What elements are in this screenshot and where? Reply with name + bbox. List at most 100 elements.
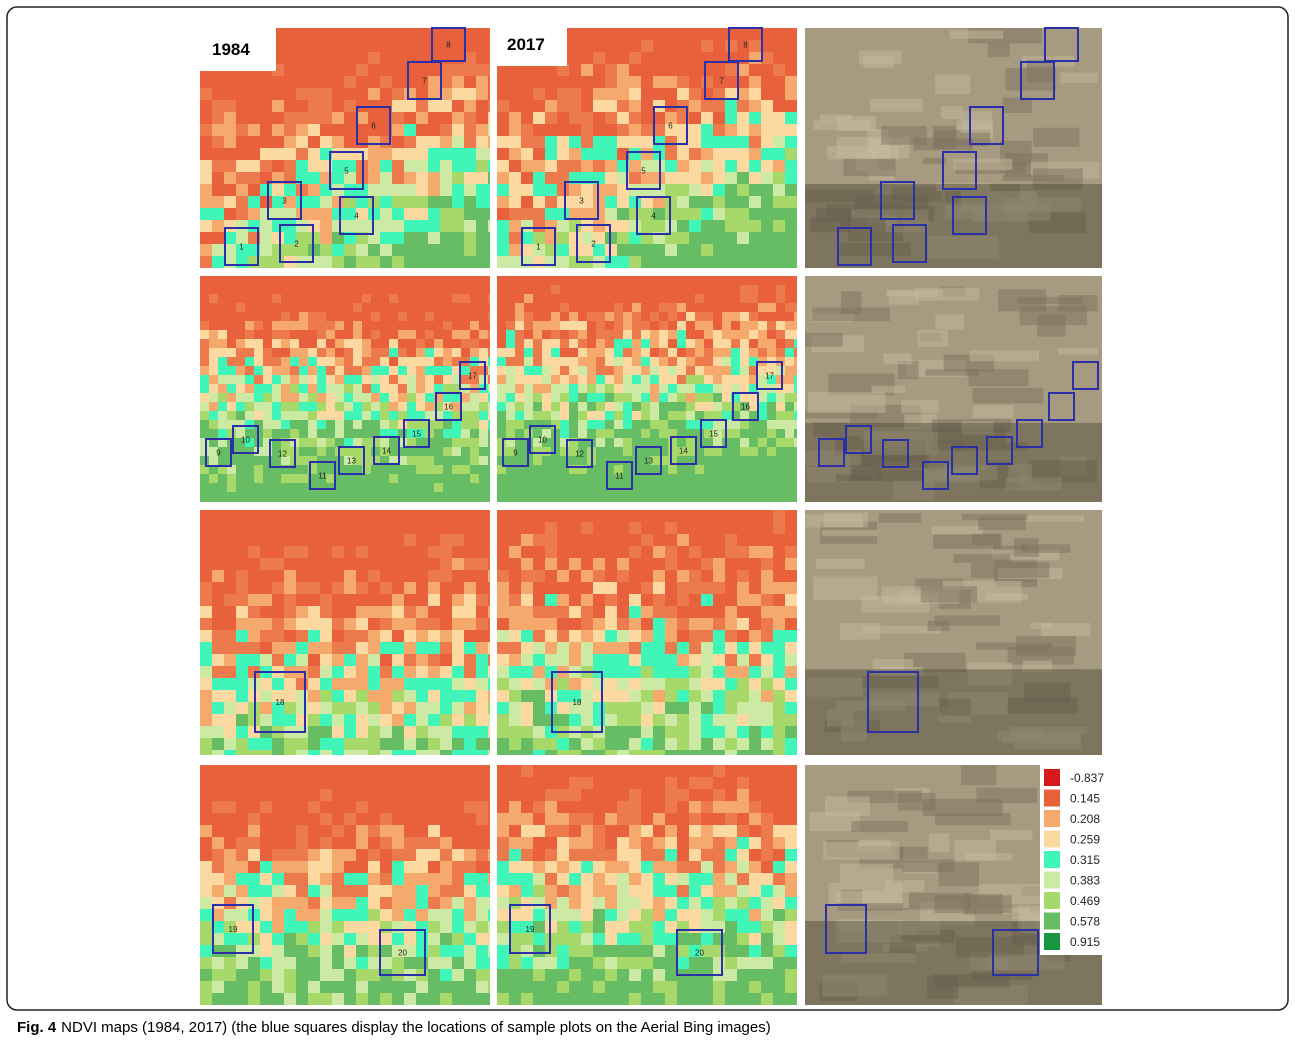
ndvi-pixel: [515, 384, 524, 393]
ndvi-pixel: [344, 465, 353, 474]
ndvi-pixel: [368, 52, 380, 64]
ndvi-pixel: [461, 411, 470, 420]
ndvi-pixel: [236, 885, 248, 897]
ndvi-pixel: [335, 393, 344, 402]
ndvi-pixel: [617, 654, 629, 666]
ndvi-pixel: [740, 330, 749, 339]
ndvi-pixel: [254, 393, 263, 402]
legend-label: 0.315: [1070, 853, 1100, 867]
ndvi-pixel: [428, 244, 440, 256]
ndvi-pixel: [407, 456, 416, 465]
ndvi-pixel: [689, 570, 701, 582]
ndvi-pixel: [404, 196, 416, 208]
ndvi-pixel: [290, 411, 299, 420]
ndvi-pixel: [740, 348, 749, 357]
ndvi-pixel: [749, 321, 758, 330]
ndvi-pixel: [641, 837, 653, 849]
ndvi-pixel: [701, 244, 713, 256]
ndvi-pixel: [212, 993, 224, 1005]
ndvi-pixel: [596, 375, 605, 384]
ndvi-pixel: [785, 303, 794, 312]
ndvi-pixel: [236, 957, 248, 969]
ndvi-pixel: [695, 339, 704, 348]
ndvi-pixel: [653, 654, 665, 666]
ndvi-pixel: [497, 594, 509, 606]
ndvi-pixel: [200, 366, 209, 375]
ndvi-pixel: [356, 256, 368, 268]
ndvi-pixel: [356, 801, 368, 813]
ndvi-pixel: [737, 112, 749, 124]
ndvi-pixel: [299, 384, 308, 393]
ndvi-pixel: [533, 348, 542, 357]
ndvi-pixel: [404, 148, 416, 160]
ndvi-pixel: [452, 630, 464, 642]
ndvi-pixel: [428, 702, 440, 714]
ndvi-pixel: [272, 411, 281, 420]
ndvi-pixel: [596, 411, 605, 420]
ndvi-pixel: [665, 921, 677, 933]
ndvi-pixel: [245, 411, 254, 420]
ndvi-pixel: [272, 909, 284, 921]
ndvi-pixel: [737, 172, 749, 184]
ndvi-pixel: [368, 726, 380, 738]
ndvi-pixel: [299, 348, 308, 357]
ndvi-pixel: [392, 981, 404, 993]
ndvi-pixel: [665, 738, 677, 750]
ndvi-pixel: [464, 124, 476, 136]
ndvi-pixel: [497, 714, 509, 726]
ndvi-pixel: [629, 606, 641, 618]
ndvi-pixel: [521, 654, 533, 666]
ndvi-pixel: [737, 873, 749, 885]
ndvi-pixel: [332, 825, 344, 837]
ndvi-pixel: [776, 348, 785, 357]
ndvi-pixel: [461, 447, 470, 456]
ndvi-pixel: [653, 546, 665, 558]
ndvi-pixel: [773, 921, 785, 933]
ndvi-pixel: [428, 570, 440, 582]
ndvi-pixel: [245, 402, 254, 411]
ndvi-pixel: [542, 393, 551, 402]
ndvi-pixel: [404, 582, 416, 594]
ndvi-pixel: [332, 993, 344, 1005]
ndvi-pixel: [713, 993, 725, 1005]
ndvi-pixel: [581, 777, 593, 789]
ndvi-pixel: [725, 702, 737, 714]
ndvi-pixel: [725, 933, 737, 945]
ndvi-pixel: [497, 474, 506, 483]
ndvi-pixel: [200, 690, 212, 702]
ndvi-pixel: [464, 88, 476, 100]
ndvi-pixel: [605, 642, 617, 654]
ndvi-pixel: [701, 957, 713, 969]
ndvi-pixel: [701, 148, 713, 160]
ndvi-pixel: [356, 750, 368, 755]
ndvi-pixel: [224, 933, 236, 945]
ndvi-pixel: [227, 411, 236, 420]
ndvi-pixel: [464, 957, 476, 969]
ndvi-pixel: [749, 348, 758, 357]
ndvi-pixel: [659, 303, 668, 312]
ndvi-pixel: [248, 618, 260, 630]
ndvi-pixel: [488, 196, 490, 208]
ndvi-pixel: [713, 160, 725, 172]
ndvi-pixel: [356, 909, 368, 921]
ndvi-pixel: [641, 348, 650, 357]
ndvi-pixel: [614, 483, 623, 492]
ndvi-pixel: [476, 220, 488, 232]
ndvi-pixel: [632, 357, 641, 366]
ndvi-pixel: [557, 837, 569, 849]
ndvi-pixel: [476, 666, 488, 678]
ndvi-pixel: [407, 402, 416, 411]
ndvi-pixel: [212, 136, 224, 148]
ndvi-pixel: [368, 88, 380, 100]
ndvi-pixel: [617, 801, 629, 813]
ndvi-pixel: [497, 849, 509, 861]
ndvi-pixel: [557, 642, 569, 654]
ndvi-pixel: [776, 447, 785, 456]
ndvi-pixel: [470, 339, 479, 348]
ndvi-pixel: [794, 447, 797, 456]
aerial-texture: [840, 623, 880, 640]
ndvi-pixel: [404, 726, 416, 738]
ndvi-pixel: [695, 357, 704, 366]
ndvi-pixel: [272, 993, 284, 1005]
ndvi-pixel: [725, 738, 737, 750]
